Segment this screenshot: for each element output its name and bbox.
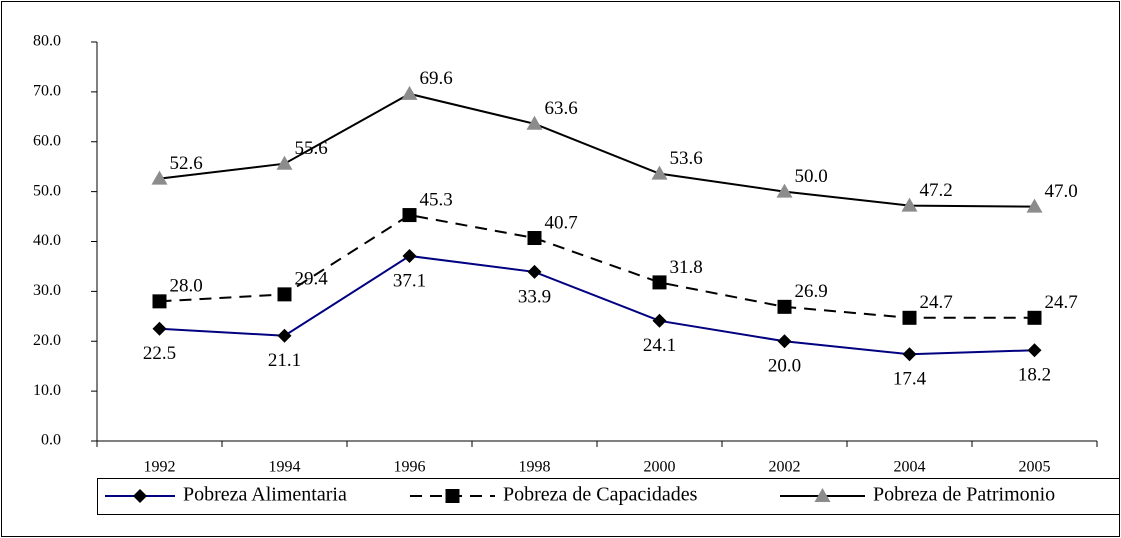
data-point (652, 313, 667, 328)
x-tick-label: 2002 (769, 459, 801, 476)
data-label: 29.4 (295, 269, 329, 290)
y-tick-label: 80.0 (33, 33, 61, 50)
data-point (652, 275, 667, 290)
data-point (777, 299, 792, 314)
data-point (1027, 310, 1042, 325)
data-point (1027, 343, 1042, 358)
legend-marker (814, 488, 831, 502)
data-point (527, 264, 542, 279)
data-label: 55.6 (295, 138, 328, 159)
data-label: 69.6 (420, 68, 453, 89)
y-tick-label: 50.0 (33, 182, 61, 199)
series-line (159, 254, 1035, 356)
x-tick-label: 2005 (1019, 459, 1051, 476)
series-line (159, 92, 1035, 208)
data-label: 22.5 (143, 343, 176, 364)
data-point (1026, 198, 1043, 213)
x-tick-label: 1996 (394, 459, 426, 476)
y-tick-label: 60.0 (33, 132, 61, 149)
series-line (159, 214, 1035, 319)
data-point (902, 347, 917, 362)
y-tick-label: 10.0 (33, 382, 61, 399)
data-point (152, 294, 167, 309)
data-label: 52.6 (170, 153, 203, 174)
y-tick-label: 20.0 (33, 332, 61, 349)
data-label: 63.6 (545, 98, 578, 119)
data-label: 17.4 (893, 369, 927, 390)
y-tick-label: 0.0 (41, 432, 61, 449)
y-tick-label: 40.0 (33, 232, 61, 249)
legend-marker (133, 489, 147, 503)
legend-label: Pobreza de Patrimonio (873, 484, 1055, 506)
data-point (776, 183, 793, 198)
data-point (277, 287, 292, 302)
x-tick-label: 2004 (894, 459, 926, 476)
data-point (152, 321, 167, 336)
data-label: 21.1 (268, 350, 301, 371)
data-label: 24.7 (1045, 292, 1078, 313)
data-label: 53.6 (670, 148, 703, 169)
data-label: 45.3 (420, 189, 453, 210)
x-tick-label: 1998 (519, 459, 551, 476)
data-label: 28.0 (170, 276, 203, 297)
data-point (276, 155, 293, 170)
legend-label: Pobreza Alimentaria (183, 484, 347, 506)
data-point (402, 248, 417, 263)
data-label: 31.8 (670, 257, 703, 278)
data-label: 33.9 (518, 286, 551, 307)
data-point (526, 115, 543, 130)
y-tick-label: 30.0 (33, 282, 61, 299)
y-tick-label: 70.0 (33, 83, 61, 100)
data-point (151, 170, 168, 185)
data-point (902, 310, 917, 325)
data-label: 20.0 (768, 356, 801, 377)
data-point (527, 231, 542, 246)
x-tick-label: 1994 (269, 459, 301, 476)
data-point (901, 197, 918, 212)
legend-label: Pobreza de Capacidades (503, 484, 698, 506)
data-label: 50.0 (795, 166, 828, 187)
data-point (651, 165, 668, 180)
data-label: 40.7 (545, 212, 578, 233)
data-point (402, 208, 417, 223)
x-tick-label: 2000 (644, 459, 676, 476)
data-label: 47.2 (920, 180, 953, 201)
data-label: 24.7 (920, 292, 953, 313)
data-point (777, 334, 792, 349)
x-tick-label: 1992 (144, 459, 176, 476)
data-label: 47.0 (1045, 181, 1078, 202)
data-label: 37.1 (393, 270, 426, 291)
legend-marker (445, 489, 460, 503)
data-label: 26.9 (795, 281, 828, 302)
data-point (401, 85, 418, 100)
legend-box (97, 478, 1120, 515)
data-label: 24.1 (643, 335, 676, 356)
data-point (277, 328, 292, 343)
data-label: 18.2 (1018, 365, 1051, 386)
